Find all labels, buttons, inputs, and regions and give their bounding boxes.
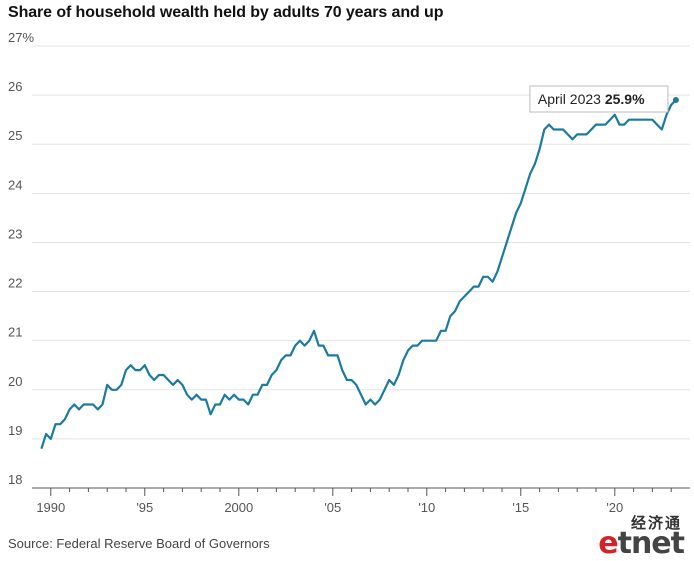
y-tick-label: 23 <box>8 226 22 241</box>
y-tick-label: 19 <box>8 423 22 438</box>
x-tick-label: '05 <box>324 500 341 515</box>
logo-rest: tnet <box>617 526 685 561</box>
gridlines <box>32 45 690 440</box>
x-axis-ticks: 1990 '95 2000 '05 '10 '15 '20 <box>36 488 672 515</box>
x-tick-label: 2000 <box>224 500 253 515</box>
x-tick-label: '95 <box>136 500 153 515</box>
y-tick-label: 26 <box>8 79 22 94</box>
chart-title: Share of household wealth held by adults… <box>8 4 444 21</box>
line-chart: 18 19 20 21 22 23 24 25 26 27% 1990 '95 2000 '05 '10 '… <box>8 30 690 515</box>
source-note: Source: Federal Reserve Board of Governo… <box>8 536 270 551</box>
annotation-box <box>529 85 669 113</box>
y-tick-label: 24 <box>8 177 22 192</box>
series-line <box>40 99 677 450</box>
y-tick-label: 27% <box>8 30 34 45</box>
y-tick-label: 22 <box>8 276 22 291</box>
x-tick-label: '20 <box>606 500 623 515</box>
y-tick-label: 20 <box>8 374 22 389</box>
last-point-marker <box>672 97 679 104</box>
x-tick-label: 1990 <box>36 500 65 515</box>
logo-chinese-text: 经济通 <box>630 514 682 532</box>
y-tick-label: 25 <box>8 128 22 143</box>
annotation: April 2023 25.9% <box>529 85 679 113</box>
x-tick-label: '15 <box>512 500 529 515</box>
y-axis-tick-labels: 18 19 20 21 22 23 24 25 26 27% <box>8 30 34 487</box>
y-tick-label: 18 <box>8 472 22 487</box>
annotation-date: April 2023 <box>538 91 605 107</box>
logo-e: e <box>598 526 618 561</box>
x-tick-label: '10 <box>418 500 435 515</box>
logo-wordmark: etnet <box>598 526 685 561</box>
annotation-value: 25.9% <box>605 91 645 107</box>
y-tick-label: 21 <box>8 325 22 340</box>
etnet-logo: 经济通 etnet <box>594 512 688 561</box>
annotation-label: April 2023 25.9% <box>538 91 645 107</box>
